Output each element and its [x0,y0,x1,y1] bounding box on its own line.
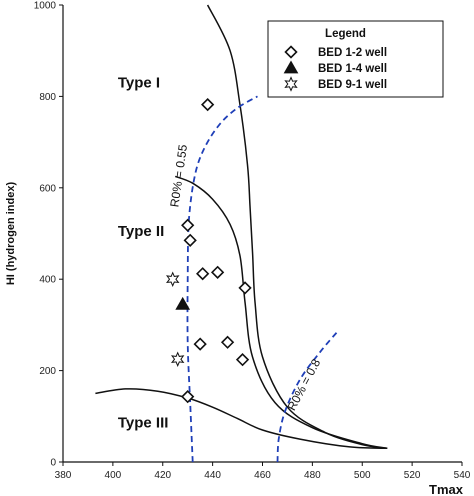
ro-line-label: R0% = 0.8 [284,356,323,413]
diamond-marker [181,218,195,232]
kerogen-type-labels: Type I Type II Type III [118,74,169,431]
x-tick-label: 440 [204,470,221,481]
kerogen-type-label: Type I [118,74,160,91]
ro-line [186,95,258,463]
legend-entry: BED 1-4 well [318,63,387,75]
star-marker [170,351,185,367]
x-ticks: 380 400 420 440 460 480 500 520 540 [55,462,471,481]
star-marker [284,76,298,92]
diamond-marker [284,45,298,59]
y-axis-label: HI (hydrogen index) [5,182,17,286]
y-tick-label: 400 [39,275,56,286]
diamond-marker [238,281,252,295]
triangle-marker [175,296,191,310]
ro-line-label: R0% = 0.55 [167,143,190,208]
diamond-marker [201,97,215,112]
y-tick-label: 800 [39,92,56,103]
x-axis-label: Tmax [429,482,464,496]
legend-entry: BED 1-2 well [318,47,387,59]
triangle-marker [283,60,299,74]
x-tick-label: 500 [354,470,371,481]
y-tick-label: 600 [39,183,56,194]
x-tick-label: 400 [105,470,122,481]
x-tick-label: 520 [404,470,421,481]
diamond-marker [183,233,197,247]
vitrinite-reflectance-lines: R0% = 0.55 R0% = 0.8 [167,95,338,463]
legend-entry: BED 9-1 well [318,79,387,91]
y-tick-label: 200 [39,366,56,377]
diamond-marker [196,267,210,281]
diamond-marker [193,337,207,351]
x-tick-label: 420 [154,470,171,481]
type-ii-boundary [174,175,388,450]
diamond-marker [210,265,225,279]
x-tick-label: 380 [55,470,72,481]
x-tick-label: 460 [254,470,271,481]
kerogen-type-label: Type III [118,415,169,432]
kerogen-type-label: Type II [118,223,164,240]
diamond-marker [181,390,195,404]
x-tick-label: 480 [304,470,321,481]
y-tick-label: 0 [50,458,56,469]
ro-line [276,331,338,463]
star-marker [166,271,180,287]
kerogen-boundaries [95,4,388,450]
type-iii-boundary [95,388,388,450]
y-tick-label: 1000 [34,1,57,12]
data-points [166,97,252,404]
x-tick-label: 540 [454,470,471,481]
legend: Legend BED 1-2 well BED 1-4 well BED 9-1 we… [267,20,444,98]
diamond-marker [220,335,235,349]
legend-title: Legend [325,28,366,40]
legend-box [267,20,444,98]
diamond-marker [235,353,250,367]
y-ticks: 0 200 400 600 800 1000 [34,1,63,469]
